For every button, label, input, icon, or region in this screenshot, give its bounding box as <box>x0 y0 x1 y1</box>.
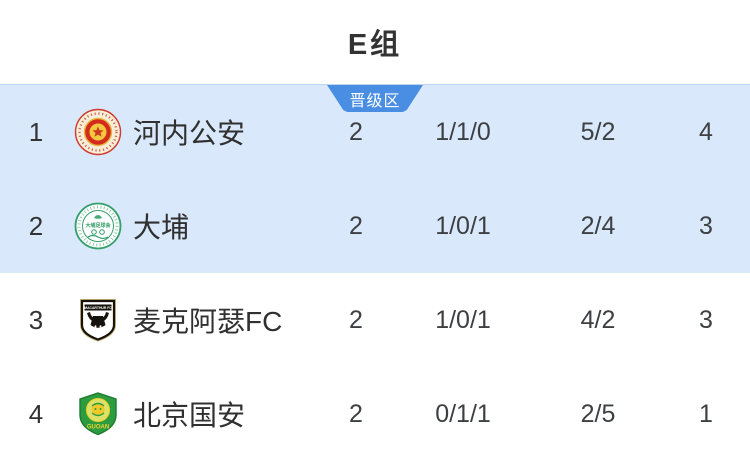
team-name: 北京国安 <box>133 400 246 431</box>
team-name: 麦克阿瑟FC <box>133 306 283 337</box>
hanoi-public-security-crest-icon <box>72 108 124 156</box>
svg-text:大埔足球会: 大埔足球会 <box>85 222 110 229</box>
rank: 4 <box>28 398 44 429</box>
table-row[interactable]: 2 大埔足球会 大埔 2 1/0/1 2/4 3 <box>0 179 750 273</box>
goals-for-against: 2/4 <box>580 211 616 240</box>
beijing-guoan-crest-icon: GUOAN <box>72 390 124 438</box>
title-bar: E组 <box>0 0 750 84</box>
team-name: 大埔 <box>133 212 190 243</box>
standings-lower-zone: 3 MACARTHUR FC 麦克阿瑟FC 2 1/0/1 4/2 3 <box>0 273 750 461</box>
page-title: E组 <box>347 29 403 61</box>
win-draw-loss: 0/1/1 <box>435 399 491 428</box>
table-row[interactable]: 4 GUOAN 北京国安 2 0/1/1 2/5 1 <box>0 367 750 461</box>
rank: 3 <box>28 304 44 335</box>
goals-for-against: 2/5 <box>580 399 616 428</box>
goals-for-against: 4/2 <box>580 305 616 334</box>
tai-po-crest-icon: 大埔足球会 <box>72 202 124 250</box>
promotion-zone-badge: 晋级区 <box>327 85 423 112</box>
promotion-zone: 晋级区 1 河内公安 2 1/1/0 5/2 4 2 <box>0 84 750 273</box>
points: 4 <box>699 117 713 146</box>
table-row[interactable]: 1 河内公安 2 1/1/0 5/2 4 <box>0 85 750 179</box>
svg-text:GUOAN: GUOAN <box>87 425 109 431</box>
rank: 2 <box>28 210 44 241</box>
points: 3 <box>699 305 713 334</box>
goals-for-against: 5/2 <box>580 117 616 146</box>
win-draw-loss: 1/0/1 <box>435 305 491 334</box>
points: 3 <box>699 211 713 240</box>
matches-played: 2 <box>349 117 363 146</box>
points: 1 <box>699 399 713 428</box>
macarthur-fc-crest-icon: MACARTHUR FC <box>72 296 124 344</box>
win-draw-loss: 1/1/0 <box>435 117 491 146</box>
win-draw-loss: 1/0/1 <box>435 211 491 240</box>
rank: 1 <box>28 116 44 147</box>
svg-text:MACARTHUR FC: MACARTHUR FC <box>84 306 112 310</box>
team-name: 河内公安 <box>133 118 246 149</box>
matches-played: 2 <box>349 211 363 240</box>
matches-played: 2 <box>349 305 363 334</box>
matches-played: 2 <box>349 399 363 428</box>
table-row[interactable]: 3 MACARTHUR FC 麦克阿瑟FC 2 1/0/1 4/2 3 <box>0 273 750 367</box>
